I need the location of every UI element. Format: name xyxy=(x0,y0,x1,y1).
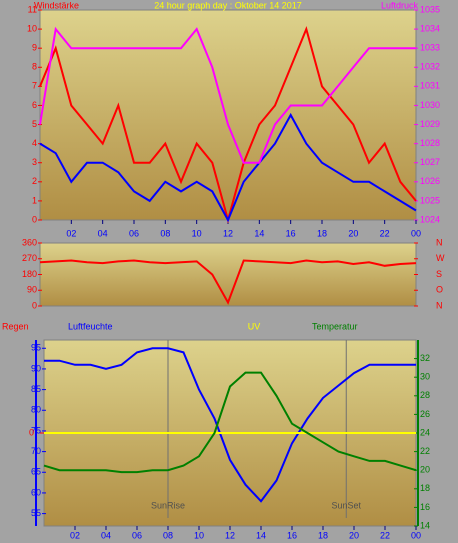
y-tick-label: 9 xyxy=(32,43,37,53)
x-tick-label: 08 xyxy=(160,228,170,238)
y2-tick-label: 30 xyxy=(420,372,430,382)
y-tick-label: 360 xyxy=(22,237,37,247)
x-tick-label: 08 xyxy=(163,530,173,540)
y2-tick-label: 1034 xyxy=(420,23,440,33)
x-tick-label: 02 xyxy=(66,228,76,238)
x-tick-label: 04 xyxy=(98,228,108,238)
x-tick-label: 00 xyxy=(411,530,421,540)
y2-tick-label: 22 xyxy=(420,446,430,456)
y-tick-label: 11 xyxy=(28,4,37,14)
x-tick-label: 02 xyxy=(70,530,80,540)
series-line xyxy=(39,112,417,223)
y2-tick-label: 1032 xyxy=(420,62,440,72)
y-tick-label: 7 xyxy=(32,81,37,91)
y-tick-label: 1 xyxy=(32,195,37,205)
x-tick-label: 12 xyxy=(225,530,235,540)
y2-tick-label: O xyxy=(436,285,443,295)
y2-tick-label: 18 xyxy=(420,483,430,493)
y-tick-label: 8 xyxy=(32,62,37,72)
y-tick-label: 3 xyxy=(32,157,37,167)
y-tick-label: 2 xyxy=(32,176,37,186)
x-tick-label: 18 xyxy=(318,530,328,540)
y2-tick-label: 26 xyxy=(420,409,430,419)
x-tick-label: 22 xyxy=(380,228,390,238)
y-tick-label: 0 xyxy=(32,300,37,310)
y2-tick-label: 1031 xyxy=(420,81,440,91)
series-line xyxy=(44,347,416,503)
sun-label: SunSet xyxy=(331,500,361,510)
series-line xyxy=(43,371,417,474)
x-tick-label: 04 xyxy=(101,530,111,540)
y-tick-label: 5 xyxy=(32,119,37,129)
y-tick-label: 180 xyxy=(22,269,37,279)
y2-tick-label: 1027 xyxy=(420,157,440,167)
series-name: Windstärke xyxy=(34,0,79,10)
y2-tick-label: 28 xyxy=(420,390,430,400)
series-name: UV xyxy=(248,321,261,331)
y-tick-label: 6 xyxy=(32,100,37,110)
plot-area xyxy=(39,242,417,307)
x-tick-label: 16 xyxy=(287,530,297,540)
y2-tick-label: 1033 xyxy=(420,43,440,53)
y2-tick-label: 16 xyxy=(420,502,430,512)
series-line xyxy=(39,26,416,164)
y2-tick-label: 1024 xyxy=(420,214,440,224)
plot-area xyxy=(39,9,417,221)
x-tick-label: 22 xyxy=(380,530,390,540)
y2-tick-label: 1028 xyxy=(420,138,440,148)
series-name: Luftfeuchte xyxy=(68,321,113,331)
x-tick-label: 10 xyxy=(194,530,204,540)
y2-tick-label: 14 xyxy=(420,520,430,530)
y2-tick-label: 24 xyxy=(420,427,430,437)
y3-tick-label: 0 xyxy=(29,427,34,437)
y2-tick-label: N xyxy=(436,237,443,247)
y2-tick-label: 1030 xyxy=(420,100,440,110)
x-tick-label: 20 xyxy=(348,228,358,238)
series-name: Temperatur xyxy=(312,321,358,331)
x-tick-label: 20 xyxy=(349,530,359,540)
y-tick-label: 0 xyxy=(32,214,37,224)
y-tick-label: 90 xyxy=(27,285,37,295)
y2-tick-label: 1025 xyxy=(420,195,440,205)
chart-title: 24 hour graph day : Oktober 14 2017 xyxy=(154,0,302,10)
y2-tick-label: 20 xyxy=(420,465,430,475)
x-tick-label: 16 xyxy=(286,228,296,238)
y2-tick-label: 1029 xyxy=(420,119,440,129)
y2-tick-label: N xyxy=(436,300,443,310)
x-tick-label: 06 xyxy=(129,228,139,238)
y2-tick-label: 1035 xyxy=(420,4,440,14)
series-name: Regen xyxy=(2,321,29,331)
series-line xyxy=(39,259,417,305)
y2-tick-label: 32 xyxy=(420,353,430,363)
x-tick-label: 10 xyxy=(192,228,202,238)
y-tick-label: 4 xyxy=(32,138,37,148)
sun-label: SunRise xyxy=(151,500,185,510)
x-tick-label: 18 xyxy=(317,228,327,238)
x-tick-label: 14 xyxy=(256,530,266,540)
y2-tick-label: 1026 xyxy=(420,176,440,186)
y-tick-label: 10 xyxy=(27,23,37,33)
y2-tick-label: S xyxy=(436,269,442,279)
x-tick-label: 06 xyxy=(132,530,142,540)
y-tick-label: 270 xyxy=(22,253,37,263)
x-tick-label: 00 xyxy=(411,228,421,238)
x-tick-label: 14 xyxy=(254,228,264,238)
y2-tick-label: W xyxy=(436,253,445,263)
x-tick-label: 12 xyxy=(223,228,233,238)
series-name: Luftdruck xyxy=(381,0,419,10)
